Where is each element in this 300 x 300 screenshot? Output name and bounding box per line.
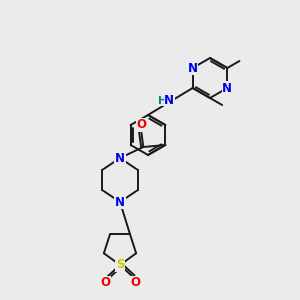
Text: S: S xyxy=(116,259,124,272)
Text: N: N xyxy=(222,82,232,94)
Text: H: H xyxy=(158,95,167,106)
Text: N: N xyxy=(164,94,174,107)
Text: N: N xyxy=(115,152,125,164)
Text: N: N xyxy=(115,196,125,208)
Text: O: O xyxy=(136,118,146,131)
Text: N: N xyxy=(188,61,198,74)
Text: O: O xyxy=(100,277,110,290)
Text: O: O xyxy=(130,277,140,290)
